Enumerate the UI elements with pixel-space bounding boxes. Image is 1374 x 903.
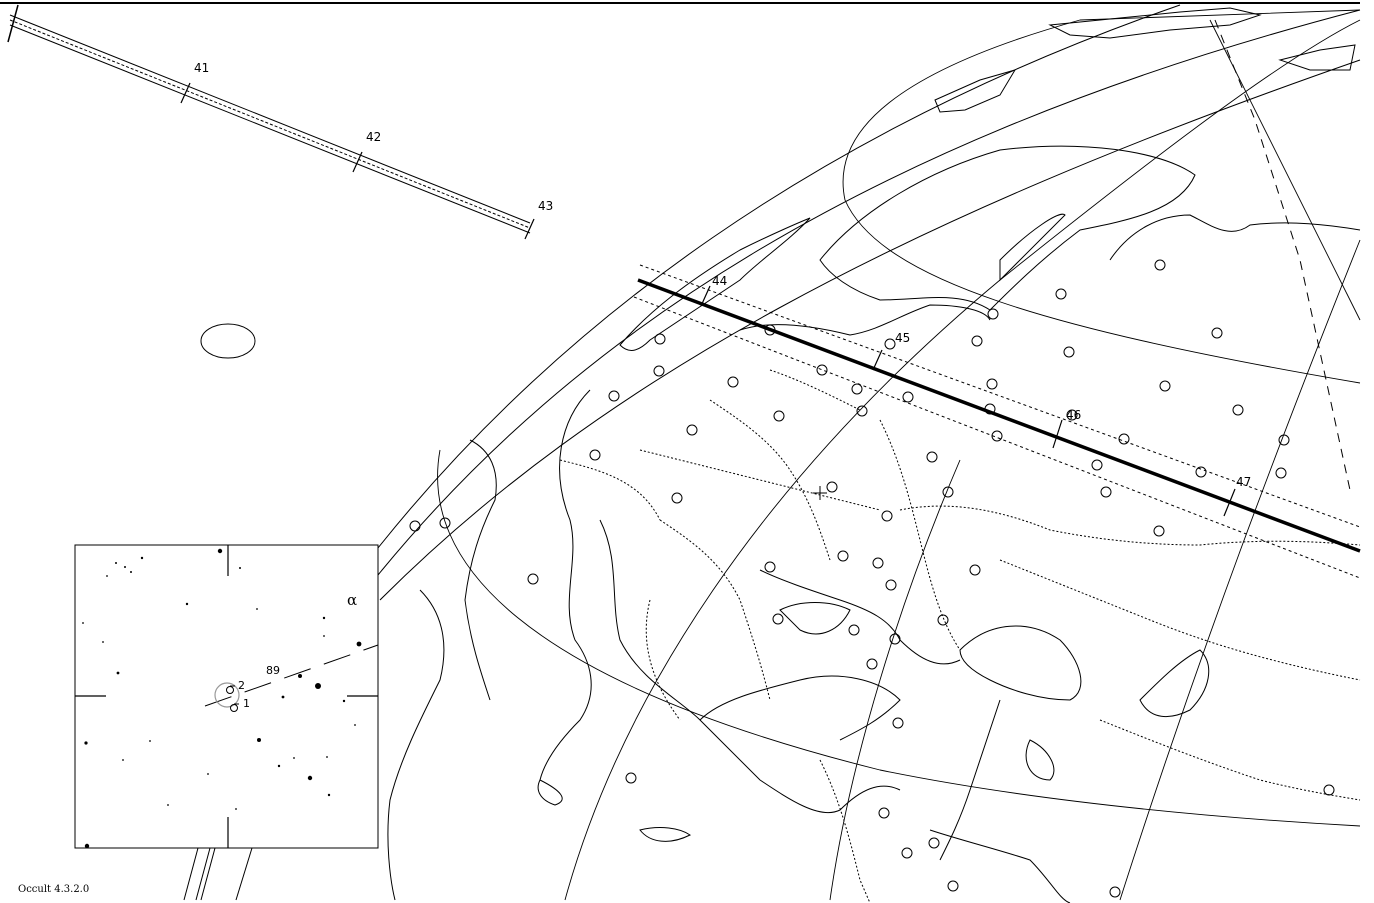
star-label-primary: 1 [243, 697, 250, 710]
tick-label-47: 47 [1236, 475, 1251, 489]
path-in-space [9, 14, 531, 234]
tick-label-46: 46 [1066, 408, 1081, 422]
finder-stars [82, 548, 362, 849]
tick-label-45: 45 [895, 331, 910, 345]
dashed-meridian [1214, 19, 1351, 491]
star-label-magnitude: 89 [266, 664, 280, 677]
target-star-symbols [226, 685, 239, 712]
tick-label-42: 42 [366, 130, 381, 144]
time-ticks [180, 82, 1236, 517]
earth-limb [377, 4, 1361, 601]
finder-chart-frame [74, 544, 379, 849]
finder-path-line [204, 644, 379, 707]
country-borders [559, 369, 1361, 903]
finder-crosshair [75, 545, 378, 848]
star-label-alpha: α [347, 591, 357, 609]
tick-label-43: 43 [538, 199, 553, 213]
time-tick-labels: 41 42 43 44 45 46 47 [194, 61, 1251, 489]
finder-chart: 2 1 89 α [74, 544, 379, 849]
app-version-label: Occult 4.3.2.0 [18, 884, 90, 895]
frame-left-mark [7, 4, 19, 43]
tick-label-41: 41 [194, 61, 209, 75]
tick-label-44: 44 [712, 274, 727, 288]
substellar-cross [813, 486, 827, 500]
star-label-secondary: 2 [238, 679, 245, 692]
moon-shadow-ellipse [200, 323, 256, 359]
occultation-path [633, 264, 1361, 579]
path-lower-left [183, 847, 253, 901]
graticule [437, 9, 1361, 901]
site-markers [409, 259, 1335, 898]
target-star-circle [214, 682, 240, 708]
